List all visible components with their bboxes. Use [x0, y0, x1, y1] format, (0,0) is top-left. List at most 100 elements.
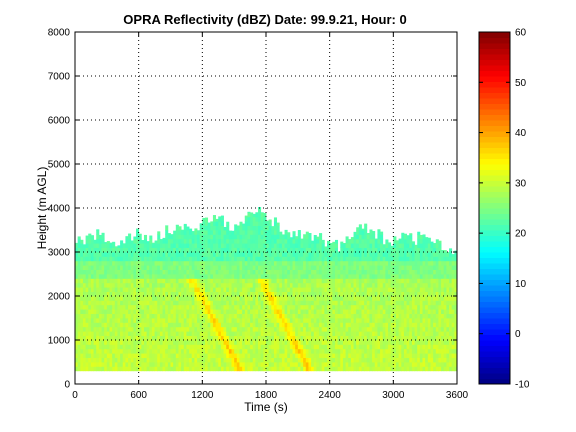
heatmap-cell: [183, 252, 187, 257]
heatmap-cell: [281, 265, 285, 270]
heatmap-cell: [414, 331, 418, 336]
heatmap-cell: [199, 243, 203, 248]
heatmap-cell: [167, 287, 171, 292]
heatmap-cell: [90, 265, 94, 270]
heatmap-cell: [380, 340, 384, 345]
heatmap-cell: [414, 282, 418, 288]
heatmap-cell: [292, 331, 296, 336]
heatmap-cell: [271, 274, 275, 279]
heatmap-cell: [305, 234, 309, 240]
heatmap-cell: [417, 353, 421, 358]
heatmap-cell: [419, 287, 423, 292]
heatmap-cell: [143, 331, 148, 336]
heatmap-cell: [358, 256, 362, 262]
heatmap-cell: [289, 278, 293, 284]
heatmap-cell: [236, 274, 240, 279]
heatmap-cell: [212, 331, 216, 336]
heatmap-cell: [120, 322, 124, 328]
heatmap-cell: [93, 326, 97, 332]
heatmap-cell: [247, 326, 251, 332]
heatmap-cell: [305, 366, 309, 372]
heatmap-cell: [369, 234, 373, 240]
heatmap-cell: [289, 340, 293, 345]
heatmap-cell: [128, 238, 132, 244]
heatmap-cell: [194, 300, 198, 306]
heatmap-cell: [316, 282, 320, 288]
heatmap-cell: [252, 221, 256, 226]
heatmap-cell: [303, 304, 307, 310]
heatmap-cell: [236, 243, 240, 248]
heatmap-cell: [393, 362, 397, 367]
heatmap-cell: [374, 362, 378, 367]
heatmap-cell: [311, 335, 315, 341]
colorbar-segment: [479, 48, 510, 55]
heatmap-cell: [93, 274, 97, 279]
heatmap-cell: [435, 353, 439, 358]
heatmap-cell: [146, 309, 150, 314]
heatmap-cell: [406, 265, 410, 270]
heatmap-cell: [239, 282, 243, 288]
heatmap-cell: [122, 335, 126, 341]
heatmap-cell: [451, 304, 455, 310]
heatmap-cell: [327, 353, 331, 358]
heatmap-cell: [244, 238, 248, 244]
heatmap-cell: [136, 353, 140, 358]
heatmap-cell: [104, 274, 108, 279]
heatmap-cell: [334, 353, 339, 358]
heatmap-cell: [258, 348, 262, 354]
heatmap-cell: [130, 243, 134, 248]
heatmap-cell: [130, 282, 134, 288]
heatmap-cell: [377, 256, 381, 262]
heatmap-cell: [438, 348, 442, 354]
heatmap-cell: [260, 265, 264, 270]
heatmap-cell: [136, 282, 140, 288]
heatmap-cell: [308, 243, 312, 248]
heatmap-cell: [234, 278, 238, 284]
heatmap-cell: [361, 366, 365, 372]
heatmap-cell: [90, 243, 94, 248]
heatmap-cell: [244, 296, 248, 301]
heatmap-cell: [181, 282, 185, 288]
heatmap-cell: [223, 274, 227, 279]
heatmap-cell: [348, 278, 352, 284]
heatmap-cell: [390, 366, 394, 372]
heatmap-cell: [308, 252, 312, 257]
heatmap-cell: [409, 322, 413, 328]
heatmap-cell: [244, 304, 248, 310]
heatmap-cell: [114, 322, 118, 328]
heatmap-cell: [438, 340, 442, 345]
heatmap-cell: [271, 353, 275, 358]
heatmap-cell: [324, 291, 328, 297]
heatmap-cell: [234, 234, 238, 240]
heatmap-cell: [167, 291, 171, 297]
heatmap-cell: [313, 366, 317, 372]
heatmap-cell: [130, 260, 134, 266]
heatmap-cell: [80, 256, 84, 262]
heatmap-cell: [234, 300, 238, 306]
heatmap-cell: [263, 340, 267, 345]
heatmap-cell: [441, 250, 445, 253]
heatmap-cell: [451, 322, 455, 328]
heatmap-cell: [374, 366, 378, 372]
heatmap-cell: [419, 278, 423, 284]
heatmap-cell: [77, 300, 81, 306]
heatmap-cell: [361, 269, 365, 275]
heatmap-cell: [266, 340, 270, 345]
heatmap-cell: [104, 252, 108, 257]
heatmap-cell: [292, 313, 296, 319]
heatmap-cell: [329, 366, 333, 372]
heatmap-cell: [250, 274, 254, 279]
heatmap-cell: [300, 282, 304, 288]
heatmap-cell: [96, 256, 100, 262]
heatmap-cell: [75, 247, 79, 253]
colorbar-segment: [479, 147, 510, 154]
heatmap-cell: [435, 291, 439, 297]
heatmap-cell: [321, 243, 325, 248]
heatmap-cell: [268, 331, 272, 336]
heatmap-cell: [313, 300, 317, 306]
heatmap-cell: [366, 269, 370, 275]
heatmap-cell: [77, 236, 81, 240]
heatmap-cell: [364, 234, 368, 240]
heatmap-cell: [215, 318, 219, 323]
heatmap-cell: [170, 260, 174, 266]
